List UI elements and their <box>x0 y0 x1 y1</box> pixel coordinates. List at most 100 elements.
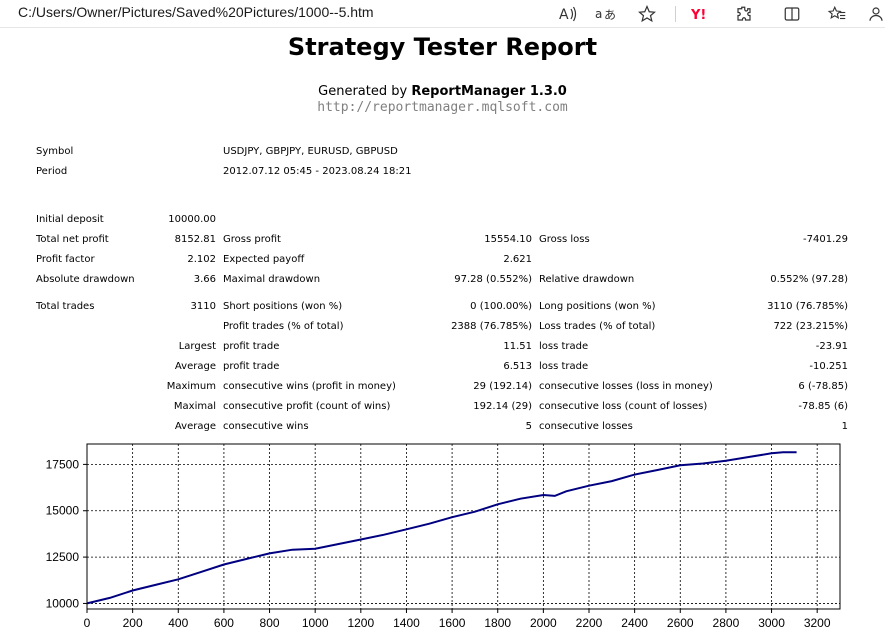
largest-loss-label: loss trade <box>539 341 589 352</box>
maximal-cons-profit-value: 192.14 (29) <box>473 401 532 412</box>
expected-payoff-label: Expected payoff <box>223 254 305 265</box>
x-tick-label: 600 <box>214 616 234 630</box>
x-tick-label: 2400 <box>621 616 648 630</box>
total-net-profit-value: 8152.81 <box>174 234 216 245</box>
generator-url[interactable]: http://reportmanager.mqlsoft.com <box>317 100 568 115</box>
largest-profit-value: 11.51 <box>503 341 532 352</box>
profile-icon[interactable] <box>864 2 885 26</box>
y-tick-label: 12500 <box>46 550 80 564</box>
profit-trades-label: Profit trades (% of total) <box>223 321 344 332</box>
relative-drawdown-label: Relative drawdown <box>539 274 635 285</box>
gross-profit-value: 15554.10 <box>484 234 532 245</box>
largest-loss-value: -23.91 <box>815 341 848 352</box>
svg-text:a: a <box>595 7 602 21</box>
generator-name: ReportManager 1.3.0 <box>411 84 567 99</box>
profit-trades-value: 2388 (76.785%) <box>451 321 532 332</box>
x-tick-label: 2200 <box>576 616 603 630</box>
profit-factor-value: 2.102 <box>187 254 216 265</box>
max-cons-losses-value: 6 (-78.85) <box>798 381 848 392</box>
absolute-drawdown-value: 3.66 <box>193 274 216 285</box>
address-url[interactable]: C:/Users/Owner/Pictures/Saved%20Pictures… <box>18 4 374 20</box>
x-tick-label: 2600 <box>667 616 694 630</box>
split-screen-icon[interactable] <box>780 2 804 26</box>
max-cons-wins-label: consecutive wins (profit in money) <box>223 381 396 392</box>
x-tick-label: 3000 <box>758 616 785 630</box>
avg-cons-losses-label: consecutive losses <box>539 421 633 432</box>
maximal-cons-profit-label: consecutive profit (count of wins) <box>223 401 391 412</box>
chart-y-ticks: 10000 12500 15000 17500 <box>46 457 87 610</box>
y-tick-label: 15000 <box>46 504 80 518</box>
chart-x-ticks: 0 200 400 600 800 1000 1200 1400 1600 1800 2000 220… <box>84 609 831 630</box>
average-profit-value: 6.513 <box>503 361 532 372</box>
symbol-value: USDJPY, GBPJPY, EURUSD, GBPUSD <box>223 146 398 157</box>
x-tick-label: 1000 <box>302 616 329 630</box>
svg-text:Y!: Y! <box>690 8 706 23</box>
favorites-icon[interactable] <box>825 2 849 26</box>
favorite-star-icon[interactable] <box>635 2 659 26</box>
x-tick-label: 1800 <box>484 616 511 630</box>
gross-loss-label: Gross loss <box>539 234 590 245</box>
svg-text:A: A <box>559 7 569 23</box>
average-consecutive-label: Average <box>174 421 216 432</box>
total-trades-value: 3110 <box>190 301 216 312</box>
y-tick-label: 17500 <box>46 457 80 471</box>
long-positions-value: 3110 (76.785%) <box>767 301 848 312</box>
short-positions-label: Short positions (won %) <box>223 301 343 312</box>
largest-profit-label: profit trade <box>223 341 280 352</box>
balance-line <box>86 451 797 605</box>
total-net-profit-label: Total net profit <box>36 234 109 245</box>
extensions-icon[interactable] <box>732 2 756 26</box>
svg-text:あ: あ <box>604 8 616 22</box>
initial-deposit-value: 10000.00 <box>168 214 216 225</box>
maximum-label: Maximum <box>166 381 216 392</box>
generated-by-line: Generated by ReportManager 1.3.0 <box>0 84 885 99</box>
average-loss-value: -10.251 <box>809 361 848 372</box>
x-tick-label: 2800 <box>713 616 740 630</box>
x-tick-label: 400 <box>168 616 188 630</box>
loss-trades-value: 722 (23.215%) <box>773 321 848 332</box>
largest-label: Largest <box>178 341 216 352</box>
average-loss-label: loss trade <box>539 361 589 372</box>
balance-chart: 10000 12500 15000 17500 0 200 400 600 800 1000 12… <box>46 443 841 630</box>
maximal-cons-loss-label: consecutive loss (count of losses) <box>539 401 708 412</box>
x-tick-label: 800 <box>260 616 280 630</box>
report-title: Strategy Tester Report <box>287 33 598 61</box>
y-tick-label: 10000 <box>46 596 80 610</box>
x-tick-label: 2000 <box>530 616 557 630</box>
initial-deposit-label: Initial deposit <box>36 214 104 225</box>
loss-trades-label: Loss trades (% of total) <box>539 321 656 332</box>
avg-cons-wins-value: 5 <box>525 421 532 432</box>
period-label: Period <box>36 166 68 177</box>
maximal-label: Maximal <box>173 401 216 412</box>
x-tick-label: 200 <box>123 616 143 630</box>
relative-drawdown-value: 0.552% (97.28) <box>770 274 848 285</box>
maximal-cons-loss-value: -78.85 (6) <box>798 401 848 412</box>
x-tick-label: 1400 <box>393 616 420 630</box>
short-positions-value: 0 (100.00%) <box>470 301 532 312</box>
x-tick-label: 1600 <box>439 616 466 630</box>
toolbar-separator <box>675 6 676 22</box>
expected-payoff-value: 2.621 <box>503 254 532 265</box>
browser-address-bar: C:/Users/Owner/Pictures/Saved%20Pictures… <box>0 0 885 28</box>
max-cons-losses-label: consecutive losses (loss in money) <box>539 381 713 392</box>
average-label: Average <box>174 361 216 372</box>
long-positions-label: Long positions (won %) <box>539 301 656 312</box>
avg-cons-wins-label: consecutive wins <box>223 421 309 432</box>
maximal-drawdown-value: 97.28 (0.552%) <box>454 274 532 285</box>
profit-factor-label: Profit factor <box>36 254 95 265</box>
maximal-drawdown-label: Maximal drawdown <box>223 274 321 285</box>
chart-grid <box>87 444 840 609</box>
average-profit-label: profit trade <box>223 361 280 372</box>
total-trades-label: Total trades <box>36 301 95 312</box>
avg-cons-losses-value: 1 <box>841 421 848 432</box>
max-cons-wins-value: 29 (192.14) <box>473 381 532 392</box>
read-aloud-icon[interactable]: A <box>556 2 580 26</box>
gross-loss-value: -7401.29 <box>803 234 848 245</box>
symbol-label: Symbol <box>36 146 74 157</box>
x-tick-label: 0 <box>84 616 91 630</box>
period-value: 2012.07.12 05:45 - 2023.08.24 18:21 <box>223 166 412 177</box>
x-tick-label: 1200 <box>347 616 374 630</box>
yahoo-icon[interactable]: Y! <box>688 2 712 26</box>
gross-profit-label: Gross profit <box>223 234 281 245</box>
